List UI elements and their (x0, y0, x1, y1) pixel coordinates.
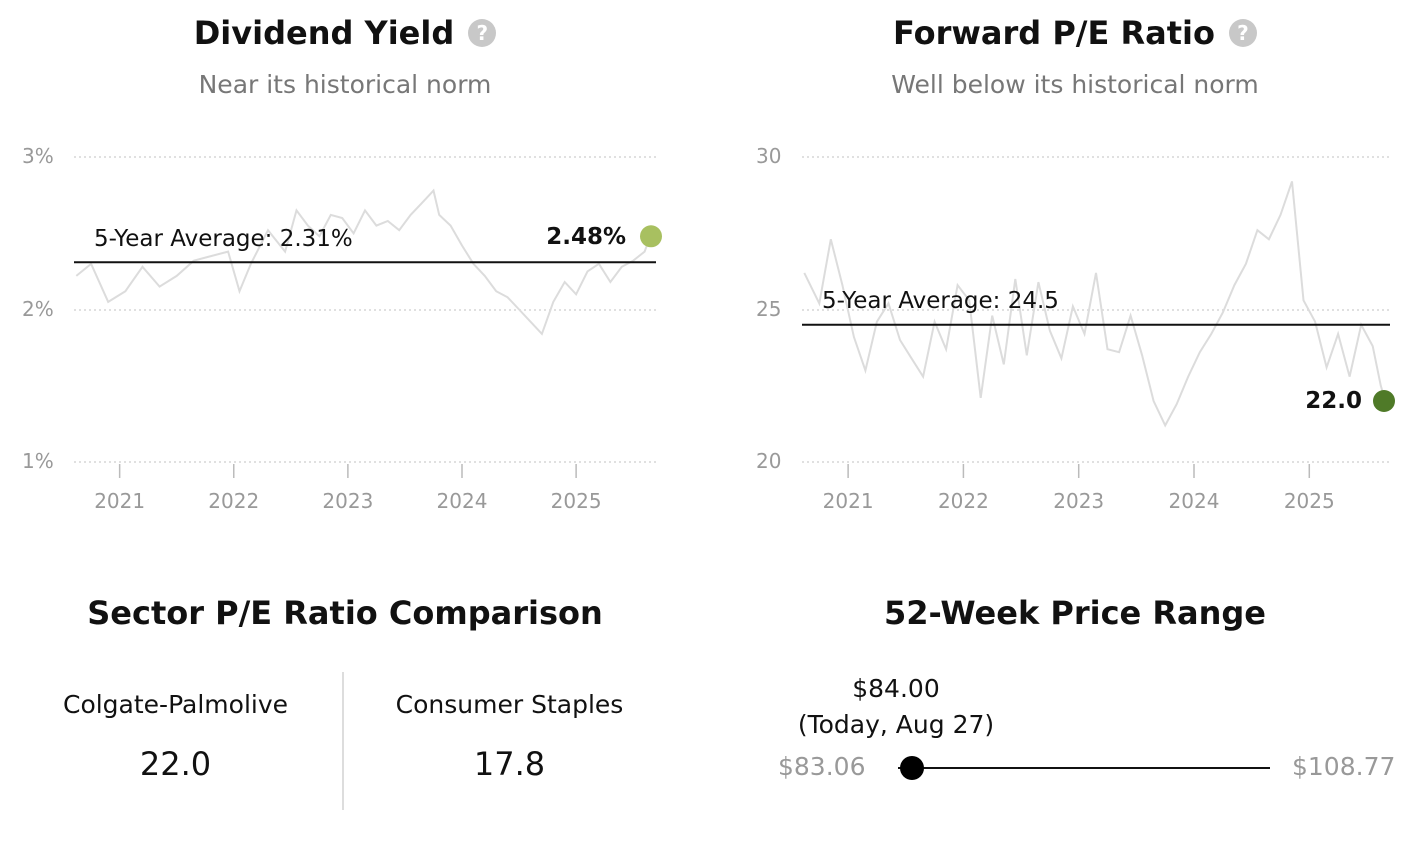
range-high-price: $108.77 (1292, 752, 1396, 781)
x-tick-label: 2022 (938, 489, 989, 513)
x-tick-label: 2025 (1284, 489, 1335, 513)
dividend-yield-title: Dividend Yield (193, 14, 455, 52)
current-price: $84.00 (852, 674, 940, 703)
company-name: Colgate-Palmolive (62, 690, 289, 719)
dividend-yield-series (75, 188, 652, 336)
x-tick-label: 2025 (551, 489, 602, 513)
dividend-yield-chart: 3% 2% 1% 2021 2022 2023 2024 2025 5-Year Ave… (22, 144, 662, 513)
average-label: 5-Year Average: 2.31% (94, 226, 353, 252)
dividend-yield-panel: Dividend Yield? Near its historical norm (0, 0, 690, 540)
company-pe-value: 22.0 (139, 745, 212, 783)
x-tick-label: 2024 (1169, 489, 1220, 513)
dividend-yield-title-row: Dividend Yield? (0, 14, 690, 52)
forward-pe-subtitle: Well below its historical norm (891, 70, 1259, 99)
x-tick-label: 2023 (1053, 489, 1104, 513)
sector-pe-title: Sector P/E Ratio Comparison (87, 594, 603, 632)
help-icon[interactable]: ? (468, 19, 497, 47)
sector-pe-value: 17.8 (473, 745, 546, 783)
price-range-title: 52-Week Price Range (884, 594, 1266, 632)
dividend-yield-subtitle: Near its historical norm (198, 70, 492, 99)
current-value-dot (640, 225, 662, 248)
forward-pe-chart: 30 25 20 2021 2022 2023 2024 2025 5-Year Ave… (756, 144, 1395, 513)
forward-pe-panel: Forward P/E Ratio? Well below its histor… (730, 0, 1418, 540)
y-tick-label: 2% (22, 297, 54, 321)
y-tick-label: 3% (22, 144, 54, 168)
x-tick-label: 2022 (208, 489, 259, 513)
forward-pe-title: Forward P/E Ratio (893, 14, 1215, 52)
forward-pe-series (803, 181, 1387, 428)
sector-name: Consumer Staples (395, 690, 624, 719)
range-low-price: $83.06 (778, 752, 866, 781)
current-value-dot (1373, 390, 1395, 412)
column-divider (342, 672, 344, 810)
current-price-marker (899, 756, 924, 780)
x-tick-label: 2021 (823, 489, 874, 513)
range-track (898, 767, 1270, 769)
y-tick-label: 25 (756, 297, 781, 321)
current-date: (Today, Aug 27) (797, 710, 995, 739)
forward-pe-title-row: Forward P/E Ratio? (730, 14, 1418, 52)
x-tick-label: 2024 (437, 489, 488, 513)
y-tick-label: 30 (756, 144, 781, 168)
company-pe-column: Colgate-Palmolive 22.0 (8, 690, 343, 783)
price-range-panel: 52-Week Price Range (730, 0, 1418, 842)
current-value-label: 22.0 (1305, 388, 1362, 414)
average-label: 5-Year Average: 24.5 (822, 288, 1059, 314)
x-tick-label: 2023 (322, 489, 373, 513)
sector-pe-column: Consumer Staples 17.8 (342, 690, 677, 783)
y-tick-label: 1% (22, 449, 54, 473)
y-tick-label: 20 (756, 449, 781, 473)
sector-pe-panel: Sector P/E Ratio Comparison Colgate-Palm… (0, 0, 690, 842)
help-icon[interactable]: ? (1228, 19, 1257, 47)
x-tick-label: 2021 (94, 489, 145, 513)
current-value-label: 2.48% (546, 224, 626, 250)
